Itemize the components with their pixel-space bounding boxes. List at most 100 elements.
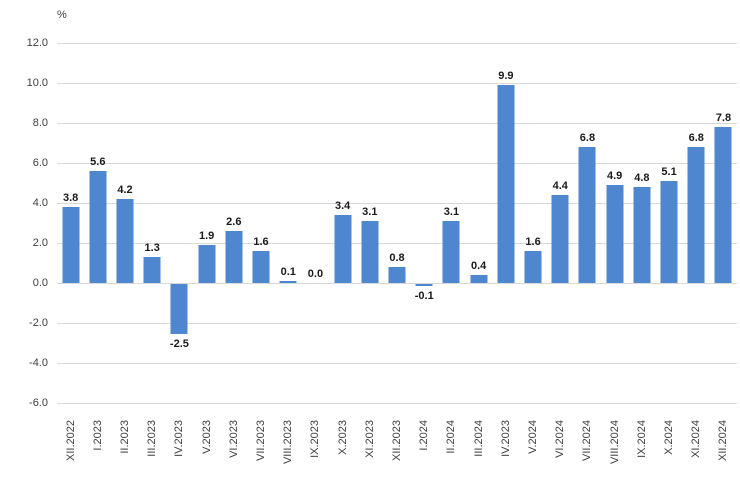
bar-column: 3.1 <box>356 43 383 403</box>
bar <box>252 251 270 283</box>
x-axis-tick: V.2024 <box>519 420 546 489</box>
bar <box>62 207 80 283</box>
y-axis-tick-label: -4.0 <box>29 357 48 369</box>
x-axis-label: IV.2023 <box>499 420 512 457</box>
x-axis-label: VIII.2023 <box>282 420 295 465</box>
gridline <box>57 323 737 324</box>
bar-value-label: 3.8 <box>62 192 79 204</box>
bar-column: -2.5 <box>166 43 193 403</box>
x-axis-label: XI.2023 <box>363 420 376 458</box>
bar-column: 5.1 <box>655 43 682 403</box>
x-axis-tick: XII.2023 <box>383 420 410 489</box>
x-axis-tick: XII.2022 <box>57 420 84 489</box>
bar-value-label: 1.3 <box>144 242 160 254</box>
bar <box>633 187 651 283</box>
bar <box>470 275 488 283</box>
bar-column: 3.8 <box>57 43 84 403</box>
bar-column: 1.6 <box>247 43 274 403</box>
bar-column: 9.9 <box>492 43 519 403</box>
x-axis-label: VIII.2024 <box>608 420 621 465</box>
x-axis-tick: III.2024 <box>465 420 492 489</box>
bar-column: 0.4 <box>465 43 492 403</box>
bar-value-label: 0.8 <box>389 252 405 264</box>
bar-value-label: 3.1 <box>443 206 460 218</box>
y-axis-tick-label: -2.0 <box>29 317 48 329</box>
bar-column: 6.8 <box>683 43 710 403</box>
x-axis-tick: IV.2023 <box>492 420 519 489</box>
x-axis-label: IV.2023 <box>173 420 186 457</box>
bar-column: 2.6 <box>220 43 247 403</box>
gridline <box>57 243 737 244</box>
x-axis-tick: VII.2023 <box>247 420 274 489</box>
x-axis-tick: I.2023 <box>84 420 111 489</box>
bar-value-label: 9.9 <box>498 70 514 82</box>
x-axis-tick: II.2024 <box>438 420 465 489</box>
bar-column: 1.6 <box>519 43 546 403</box>
bar <box>578 147 596 283</box>
bar-column: 1.9 <box>193 43 220 403</box>
x-axis-label: I.2024 <box>418 420 431 451</box>
y-axis-tick-label: 8.0 <box>32 117 48 129</box>
gridline <box>57 203 737 204</box>
x-axis-label: IX.2023 <box>309 420 322 458</box>
y-axis-unit-label: % <box>57 9 67 21</box>
bar-value-label: 6.8 <box>579 132 596 144</box>
bar-value-label: 5.6 <box>90 156 106 168</box>
x-axis-labels: XII.2022 I.2023 II.2023 III.2023 IV.2023 V.20… <box>57 420 737 489</box>
bar-value-label: -2.5 <box>169 338 189 350</box>
bar-value-label: 4.9 <box>607 170 623 182</box>
bar-column: 4.9 <box>601 43 628 403</box>
bar-column: 4.8 <box>628 43 655 403</box>
x-axis-label: XII.2023 <box>391 420 404 461</box>
bars-layer: 3.8 5.6 4.2 1.3 -2.5 1.9 2.6 1.6 0.1 0.0 3.4 3.1 0.8… <box>57 43 737 403</box>
bar <box>687 147 705 283</box>
bar-value-label: 5.1 <box>661 166 677 178</box>
x-axis-tick: X.2024 <box>655 420 682 489</box>
bar-value-label: 1.9 <box>198 230 215 242</box>
gridline <box>57 403 737 404</box>
gridline <box>57 283 737 284</box>
bar <box>361 221 379 283</box>
x-axis-label: XII.2022 <box>64 420 77 461</box>
x-axis-tick: XI.2023 <box>356 420 383 489</box>
bar <box>660 181 678 283</box>
bar <box>116 199 134 283</box>
bar-value-label: 3.1 <box>362 206 378 218</box>
gridline <box>57 43 737 44</box>
bar-column: -0.1 <box>411 43 438 403</box>
bar <box>606 185 624 283</box>
bar <box>497 85 515 283</box>
x-axis-tick: XII.2024 <box>710 420 737 489</box>
x-axis-label: VI.2024 <box>554 420 567 458</box>
bar <box>198 245 216 283</box>
bar <box>334 215 352 283</box>
x-axis-tick: IX.2023 <box>302 420 329 489</box>
x-axis-tick: IV.2023 <box>166 420 193 489</box>
bar <box>143 257 161 283</box>
x-axis-tick: III.2023 <box>139 420 166 489</box>
x-axis-label: II.2024 <box>445 420 458 454</box>
y-axis-tick-label: 0.0 <box>32 277 48 289</box>
x-axis-tick: XI.2024 <box>683 420 710 489</box>
bar-column: 0.1 <box>275 43 302 403</box>
gridline <box>57 163 737 164</box>
bar-column: 7.8 <box>710 43 737 403</box>
x-axis-label: VII.2023 <box>255 420 268 461</box>
bar-value-label: -0.1 <box>414 290 434 302</box>
x-axis-label: III.2024 <box>472 420 485 457</box>
bar-column: 4.2 <box>111 43 138 403</box>
gridline <box>57 123 737 124</box>
bar <box>442 221 460 283</box>
bar-value-label: 4.2 <box>117 184 133 196</box>
x-axis-label: X.2024 <box>663 420 676 455</box>
bar <box>415 284 433 286</box>
x-axis-label: VI.2023 <box>227 420 240 458</box>
bar <box>279 281 297 283</box>
bar-column: 1.3 <box>139 43 166 403</box>
bar <box>551 195 569 283</box>
y-axis-tick-label: 10.0 <box>26 77 48 89</box>
x-axis-label: XII.2024 <box>717 420 730 461</box>
y-axis-tick-label: 12.0 <box>26 37 48 49</box>
bar-column: 3.1 <box>438 43 465 403</box>
